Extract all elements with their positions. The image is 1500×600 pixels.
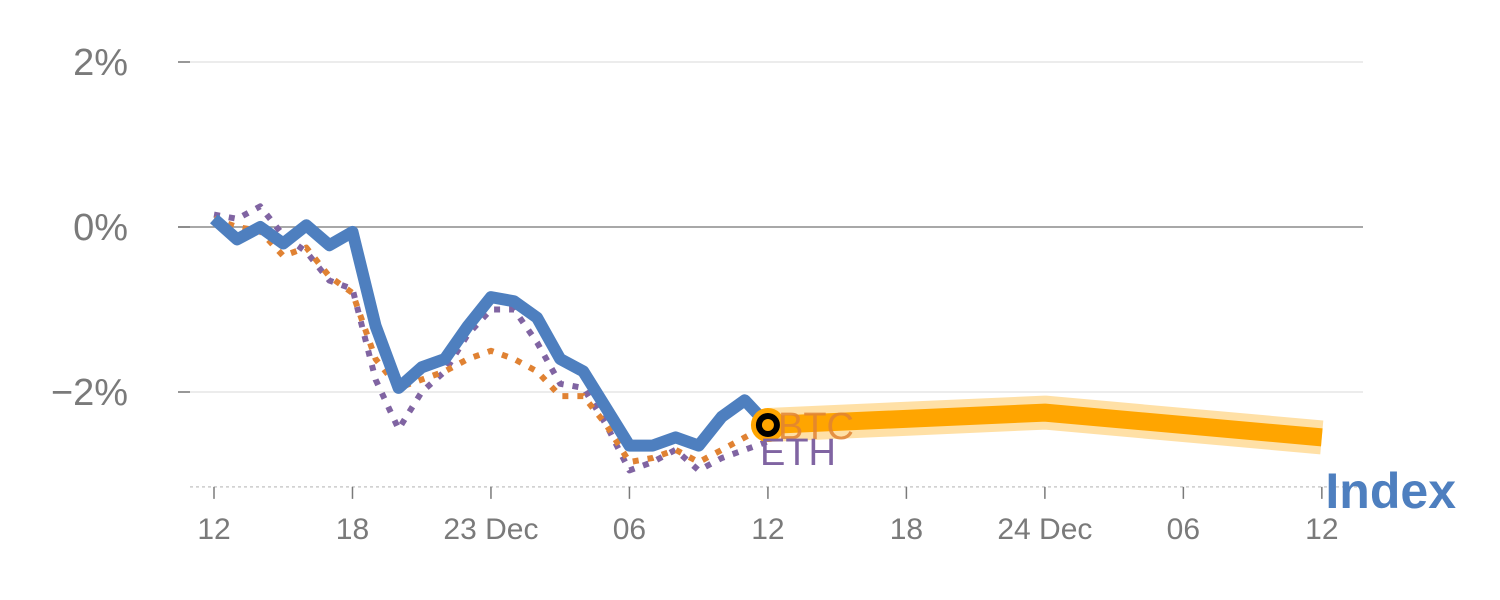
x-tick-label: 12 [751, 513, 784, 546]
x-tick-label: 24 Dec [997, 513, 1092, 546]
eth-series-label: ETH [760, 432, 836, 474]
x-tick-label: 12 [1305, 513, 1338, 546]
index-series-label: Index [1325, 463, 1456, 519]
eth-series-line [213, 203, 769, 474]
btc-series-line [212, 215, 770, 466]
x-tick-label: 18 [890, 513, 923, 546]
current-point-marker-center [761, 419, 774, 431]
y-tick-label: −2% [51, 372, 128, 414]
y-tick-label: 2% [73, 42, 128, 84]
forecast-band [767, 403, 1323, 447]
x-tick-label: 23 Dec [443, 513, 538, 546]
x-tick-label: 06 [1167, 513, 1200, 546]
y-tick-label: 0% [73, 207, 128, 249]
x-tick-label: 18 [336, 513, 369, 546]
x-tick-label: 12 [197, 513, 230, 546]
btc-series-label: BTC [778, 406, 854, 448]
index-series-line [210, 214, 773, 452]
x-tick-label: 06 [613, 513, 646, 546]
